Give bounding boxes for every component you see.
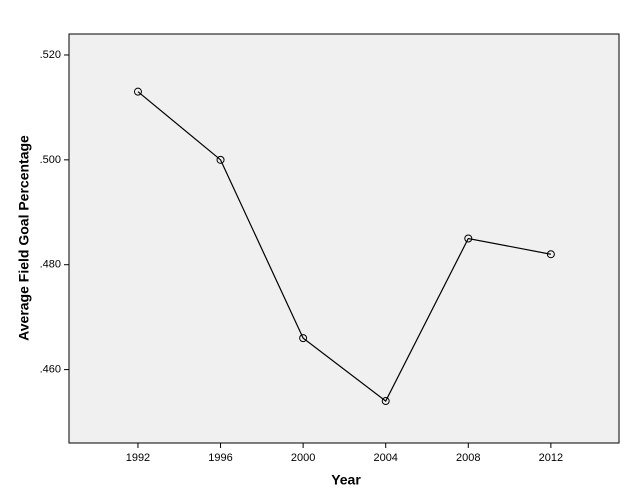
x-tick-label: 2000 [291, 452, 315, 464]
x-tick-label: 1992 [126, 452, 150, 464]
point-marker [464, 234, 473, 243]
point-marker [381, 397, 390, 406]
point-marker [216, 155, 225, 164]
y-tick-label: .520 [40, 49, 61, 61]
x-tick-label: 1996 [208, 452, 232, 464]
point-marker [133, 87, 142, 96]
y-axis-title: Average Field Goal Percentage [16, 135, 32, 341]
x-axis-title: Year [331, 472, 361, 488]
series-line [137, 91, 551, 402]
point-marker [299, 334, 308, 343]
y-tick-label: .460 [40, 363, 61, 375]
point-marker [546, 250, 555, 259]
x-tick-label: 2004 [373, 452, 397, 464]
x-tick-label: 2008 [456, 452, 480, 464]
plot-area [68, 33, 620, 444]
x-tick-label: 2012 [539, 452, 563, 464]
y-tick-label: .500 [40, 154, 61, 166]
y-tick-label: .480 [40, 259, 61, 271]
